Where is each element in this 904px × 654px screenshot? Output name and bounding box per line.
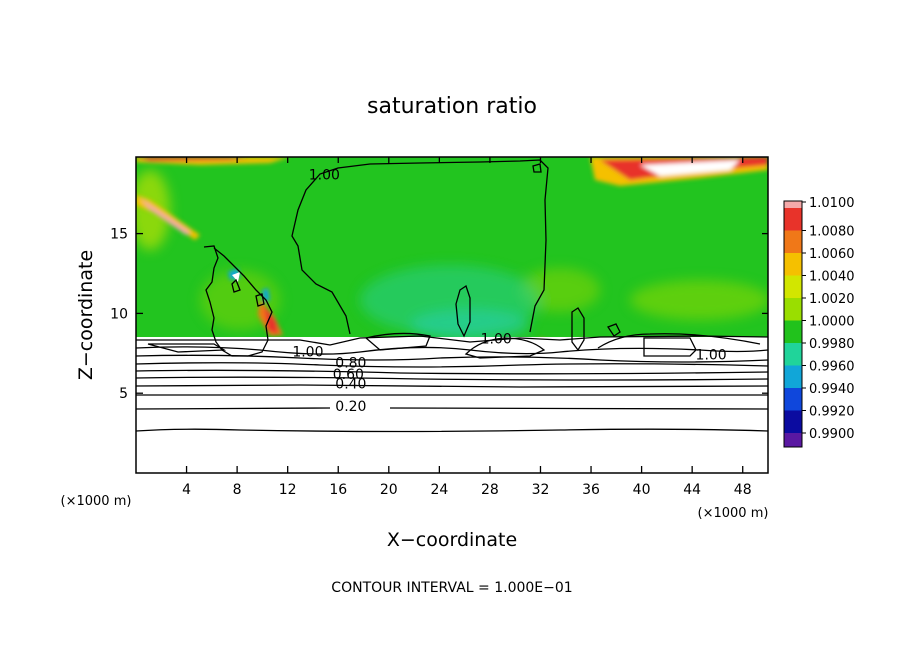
contour-interval-note: CONTOUR INTERVAL = 1.000E−01 <box>331 580 572 596</box>
x-tick-label: 8 <box>233 482 242 498</box>
contour-label: 0.60 <box>333 367 364 383</box>
colorbar-frame <box>783 200 803 448</box>
x-tick-label: 20 <box>380 482 398 498</box>
contour-label: 1.00 <box>292 344 323 360</box>
y-axis: 5 10 15 <box>110 227 768 402</box>
x-tick-label: 4 <box>182 482 191 498</box>
colorbar-label: 1.0060 <box>809 247 855 262</box>
y-tick-label: 10 <box>110 306 128 322</box>
contour-label: 0.40 <box>335 376 366 392</box>
x-axis-label: X−coordinate <box>387 529 517 551</box>
colorbar-label: 0.9960 <box>809 360 855 375</box>
contour-lines <box>136 159 768 433</box>
colorbar-label: 0.9920 <box>809 405 855 420</box>
x-tick-label: 48 <box>734 482 752 498</box>
x-tick-label: 32 <box>532 482 550 498</box>
colorbar-label: 1.0100 <box>809 196 855 211</box>
x-tick-label: 24 <box>430 482 448 498</box>
colorbar-label: 0.9980 <box>809 337 855 352</box>
colorbar-label: 1.0040 <box>809 270 855 285</box>
contour-labels: 1.00 1.00 0.800.600.40 0.20 1.00 1.00 <box>292 167 727 415</box>
plot-frame <box>135 156 769 474</box>
contour-label: 1.00 <box>696 348 727 364</box>
colorbar-label: 0.9900 <box>809 427 855 442</box>
x-tick-label: 36 <box>582 482 600 498</box>
colorbar-swatch <box>784 343 802 366</box>
y-tick-label: 5 <box>119 386 128 402</box>
plot-area: 1.00 1.00 0.800.600.40 0.20 1.00 1.00 <box>136 157 768 473</box>
contour-label: 0.80 <box>335 356 366 372</box>
colorbar-swatch <box>784 298 802 321</box>
colorbar-swatch <box>784 253 802 276</box>
colorbar-swatch <box>784 433 802 447</box>
y-axis-label: Z−coordinate <box>75 250 97 380</box>
field-mottling <box>136 170 768 341</box>
colorbar-swatch <box>784 208 802 231</box>
y-tick-label: 15 <box>110 227 128 243</box>
x-tick-label: 12 <box>279 482 297 498</box>
chart-title: saturation ratio <box>367 94 537 119</box>
x-unit-left: (×1000 m) <box>61 494 132 509</box>
colorbar-swatch <box>784 201 802 208</box>
colorbar-label: 1.0020 <box>809 292 855 307</box>
colorbar-label: 1.0080 <box>809 225 855 240</box>
contour-label: 0.20 <box>335 399 366 415</box>
contour-label: 1.00 <box>481 332 512 348</box>
colorbar-swatch <box>784 388 802 411</box>
colorbar-swatch <box>784 410 802 433</box>
colorbar-swatch <box>784 230 802 253</box>
x-tick-label: 40 <box>633 482 651 498</box>
x-tick-label: 44 <box>683 482 701 498</box>
colorbar-swatch <box>784 365 802 388</box>
colorbar: 1.0100 1.0080 1.0060 1.0040 1.0020 1.0000 0.99… <box>783 196 855 448</box>
colorbar-swatch <box>784 275 802 298</box>
x-tick-label: 28 <box>481 482 499 498</box>
colorbar-swatch <box>784 320 802 343</box>
colorbar-label: 1.0000 <box>809 315 855 330</box>
contour-label: 1.00 <box>309 167 340 183</box>
colorbar-label: 0.9940 <box>809 382 855 397</box>
x-axis: 4 8 12 16 20 24 28 32 36 40 44 48 <box>182 157 752 498</box>
x-unit-right: (×1000 m) <box>698 506 769 521</box>
x-tick-label: 16 <box>329 482 347 498</box>
